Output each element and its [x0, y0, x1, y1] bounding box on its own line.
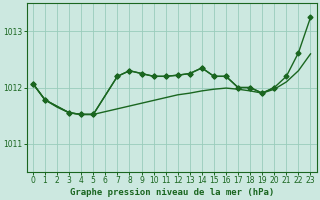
X-axis label: Graphe pression niveau de la mer (hPa): Graphe pression niveau de la mer (hPa): [69, 188, 274, 197]
